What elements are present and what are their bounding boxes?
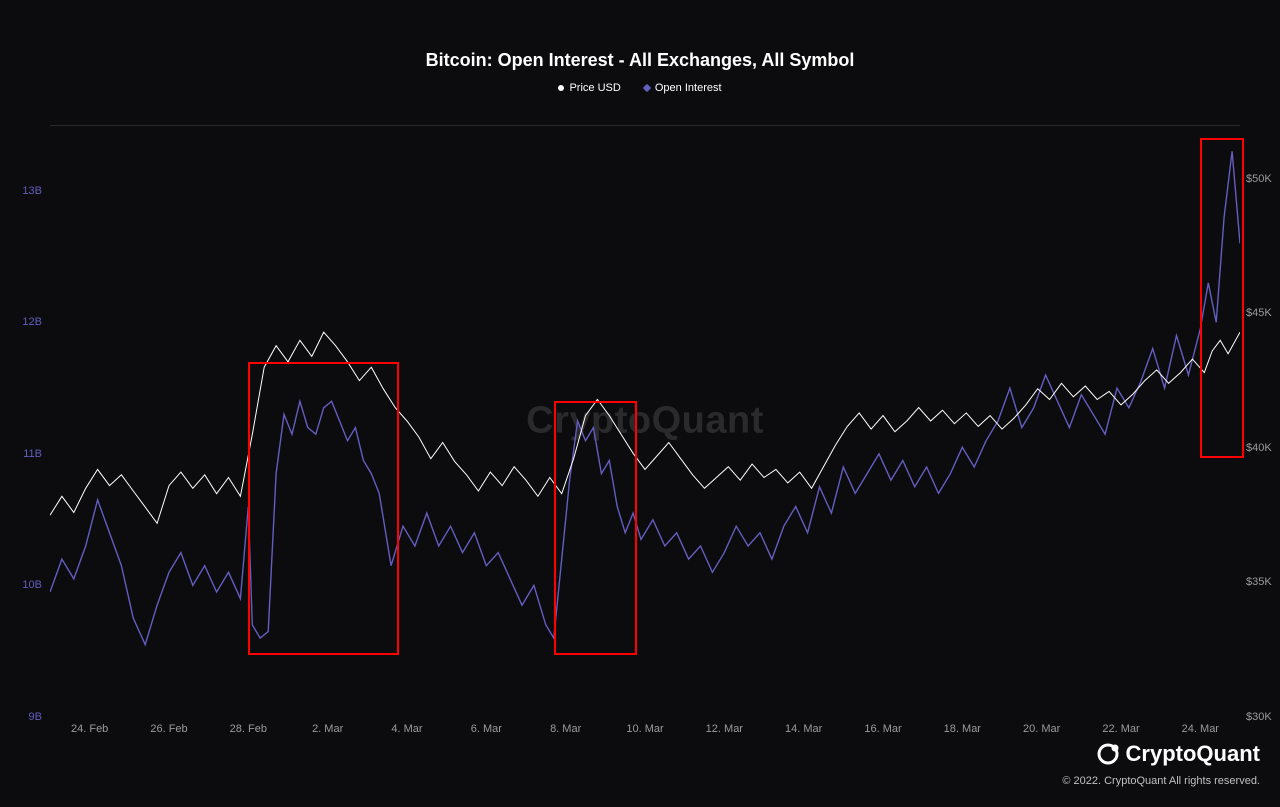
legend-marker-price (558, 85, 564, 91)
legend-label-oi: Open Interest (655, 82, 722, 94)
line-plot-svg (50, 125, 1240, 717)
legend-marker-oi (643, 84, 651, 92)
y-left-tick-label: 11B (23, 448, 42, 460)
x-tick-label: 12. Mar (706, 723, 743, 735)
x-tick-label: 26. Feb (150, 723, 187, 735)
chart-legend: Price USD Open Interest (0, 82, 1280, 94)
chart-plot-area: CryptoQuant (50, 125, 1240, 717)
legend-item-price: Price USD (558, 82, 620, 94)
x-tick-label: 24. Mar (1182, 723, 1219, 735)
x-tick-label: 2. Mar (312, 723, 343, 735)
x-tick-label: 24. Feb (71, 723, 108, 735)
x-tick-label: 16. Mar (864, 723, 901, 735)
y-right-tick-label: $30K (1246, 711, 1272, 723)
chart-title: Bitcoin: Open Interest - All Exchanges, … (0, 50, 1280, 71)
legend-item-oi: Open Interest (644, 82, 722, 94)
x-tick-label: 8. Mar (550, 723, 581, 735)
x-tick-label: 20. Mar (1023, 723, 1060, 735)
footer-copyright: © 2022. CryptoQuant All rights reserved. (1062, 775, 1260, 787)
x-tick-label: 18. Mar (944, 723, 981, 735)
y-right-tick-label: $40K (1246, 442, 1272, 454)
y-right-tick-label: $45K (1246, 307, 1272, 319)
footer-brand-text: CryptoQuant (1126, 741, 1260, 767)
price-line (50, 332, 1240, 523)
x-tick-label: 28. Feb (230, 723, 267, 735)
x-tick-label: 6. Mar (471, 723, 502, 735)
y-axis-left: 9B10B11B12B13B (0, 125, 50, 717)
y-axis-right: $30K$35K$40K$45K$50K (1240, 125, 1280, 717)
y-right-tick-label: $50K (1246, 173, 1272, 185)
open-interest-line (50, 151, 1240, 644)
legend-label-price: Price USD (569, 82, 620, 94)
y-left-tick-label: 9B (29, 711, 42, 723)
footer-brand: CryptoQuant (1096, 741, 1260, 767)
x-tick-label: 4. Mar (391, 723, 422, 735)
x-tick-label: 14. Mar (785, 723, 822, 735)
y-right-tick-label: $35K (1246, 576, 1272, 588)
x-tick-label: 10. Mar (626, 723, 663, 735)
y-left-tick-label: 12B (22, 316, 42, 328)
brand-logo-icon (1096, 742, 1120, 766)
x-axis: 24. Feb 26. Feb 28. Feb 2. Mar 4. Mar 6. Mar 8… (50, 717, 1240, 747)
chart-container: Bitcoin: Open Interest - All Exchanges, … (0, 0, 1280, 807)
y-left-tick-label: 13B (22, 185, 42, 197)
y-left-tick-label: 10B (22, 579, 42, 591)
x-tick-label: 22. Mar (1102, 723, 1139, 735)
